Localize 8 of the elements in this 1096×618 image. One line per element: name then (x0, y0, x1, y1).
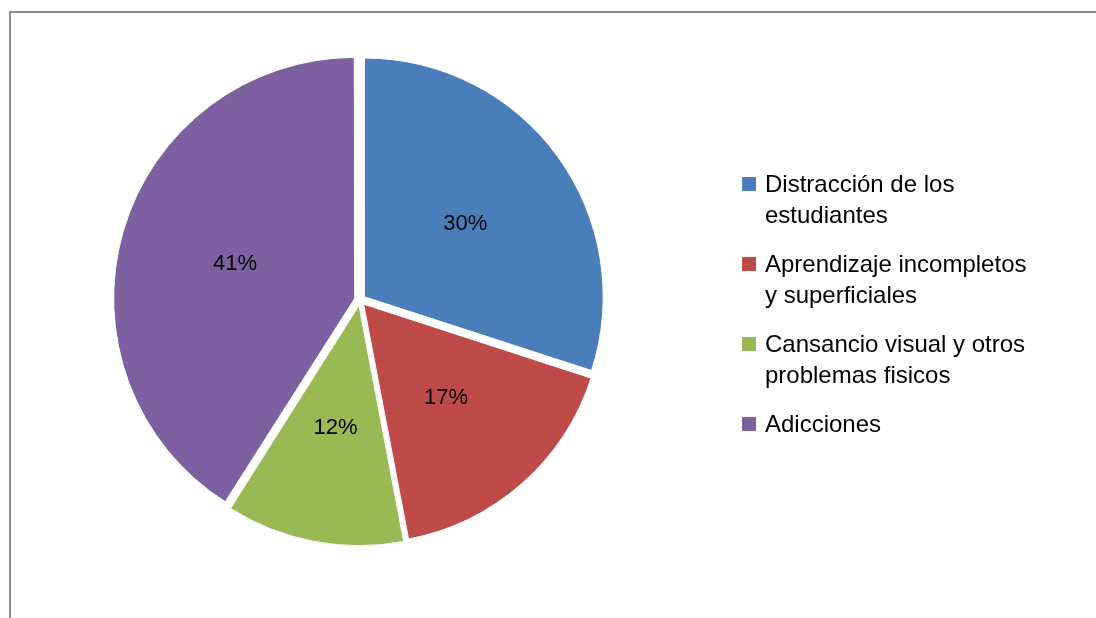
legend-label: Cansancio visual y otros problemas fisicos (765, 329, 1027, 390)
legend-label: Aprendizaje incompletos y superficiales (765, 249, 1028, 310)
data-label: 17% (424, 383, 469, 409)
data-label: 12% (313, 414, 358, 440)
data-label: 41% (212, 249, 257, 275)
data-label: 30% (443, 209, 488, 235)
legend-label: Distracción de los estudiantes (765, 169, 956, 230)
legend-label: Adicciones (765, 409, 882, 439)
